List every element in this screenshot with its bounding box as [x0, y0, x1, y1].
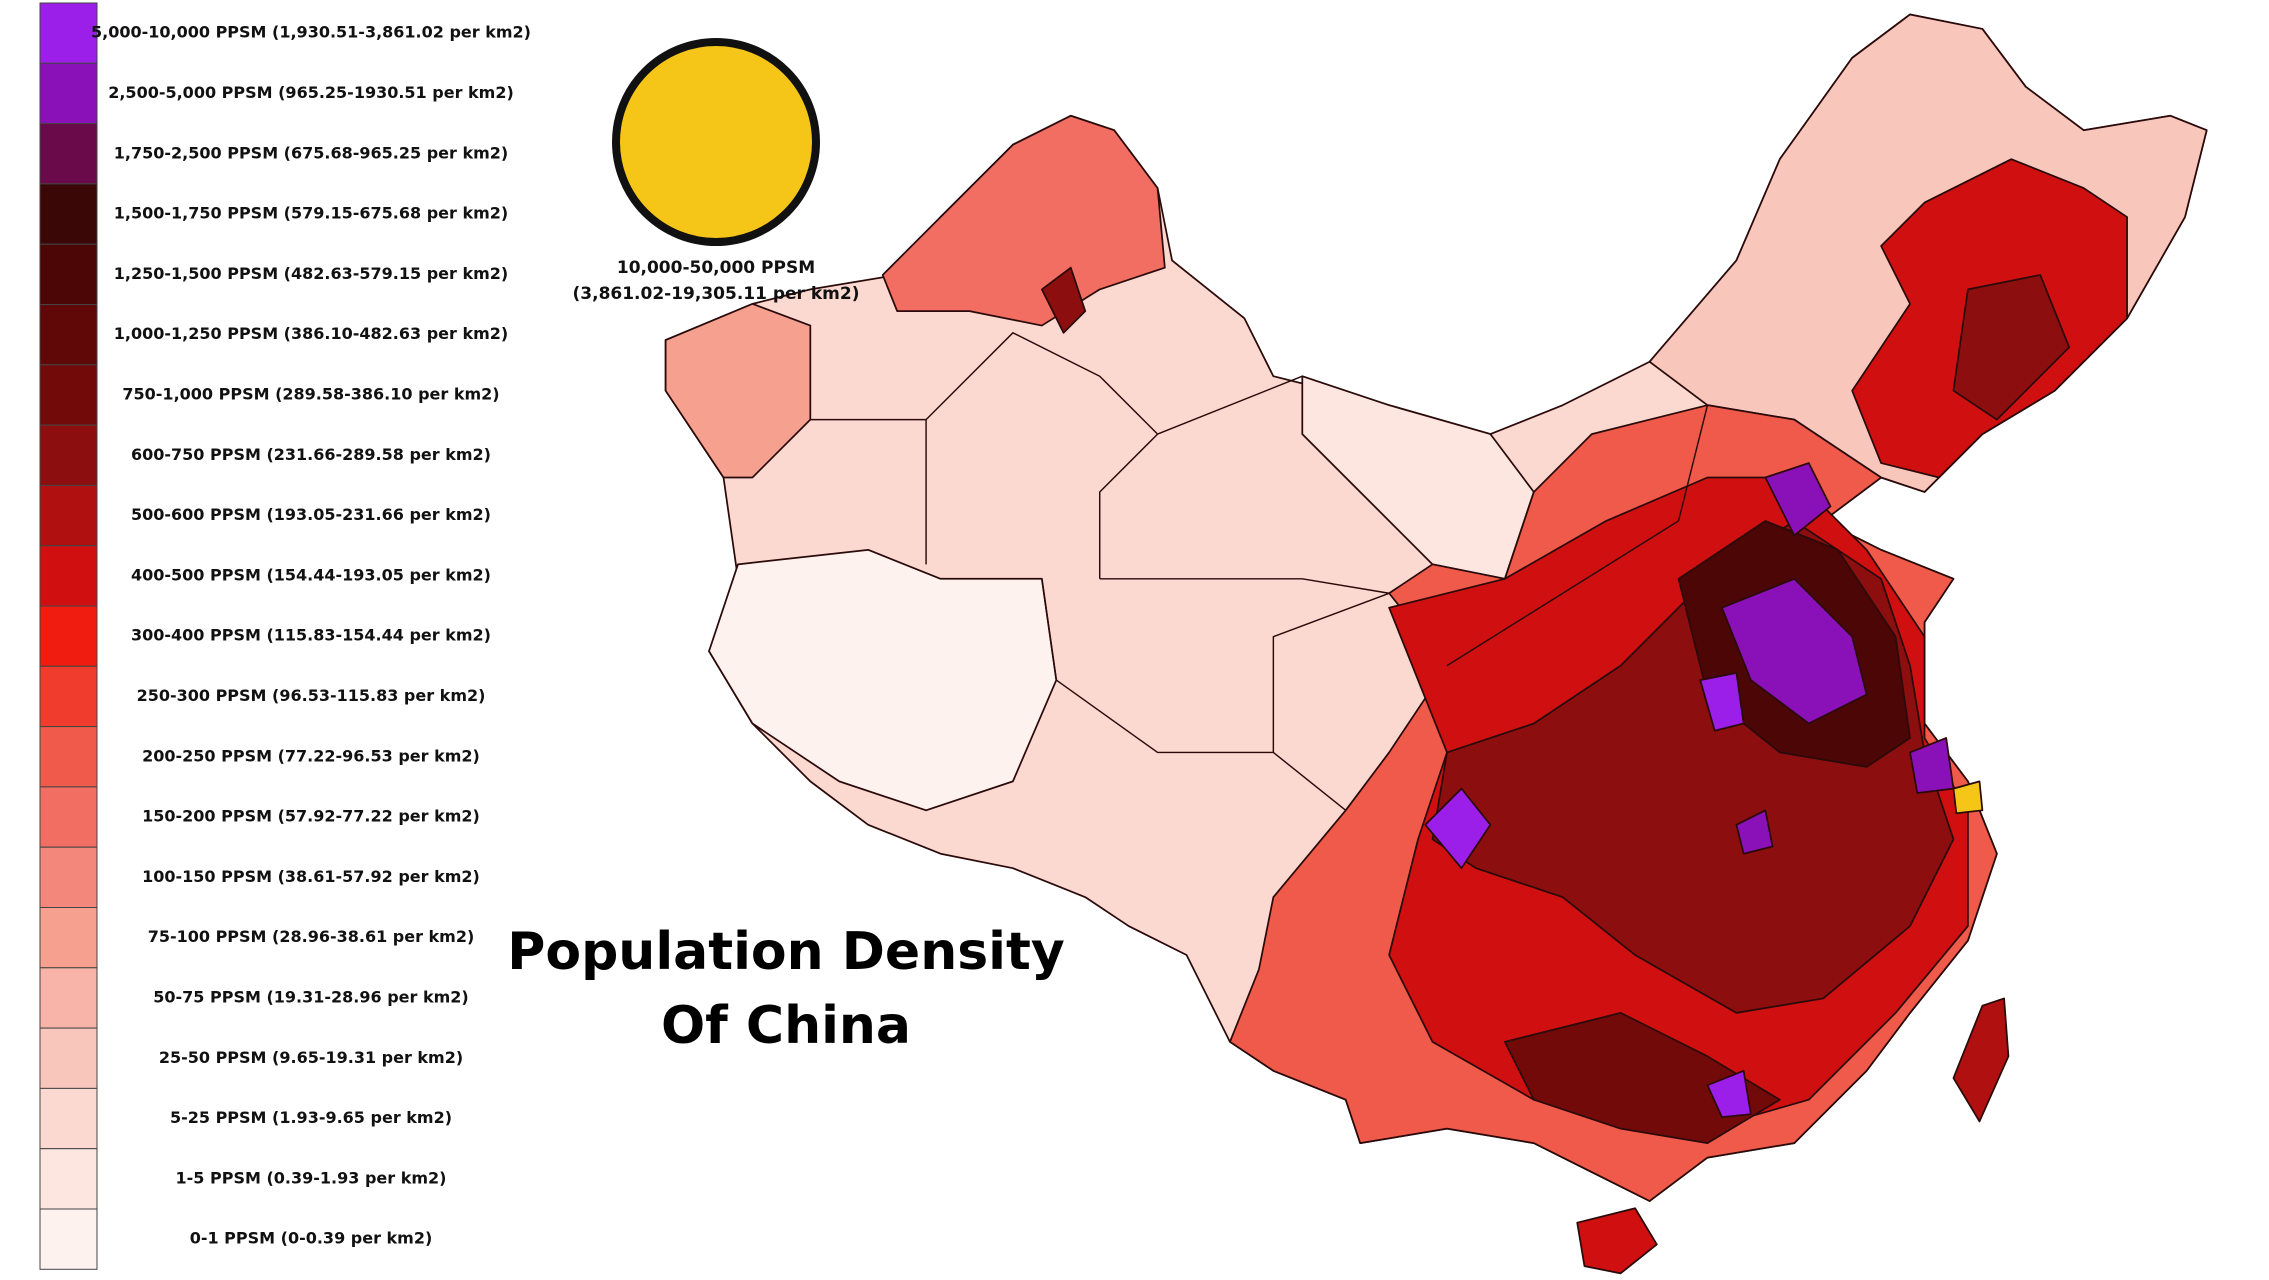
legend-label: 600-750 PPSM (231.66-289.58 per km2): [131, 445, 491, 464]
region: [1952, 780, 1984, 815]
legend-swatch: [39, 967, 98, 1029]
legend-label: 1,750-2,500 PPSM (675.68-965.25 per km2): [114, 143, 508, 162]
legend-label: 750-1,000 PPSM (289.58-386.10 per km2): [122, 384, 499, 403]
legend-label: 300-400 PPSM (115.83-154.44 per km2): [131, 626, 491, 645]
legend-swatch: [39, 605, 98, 667]
legend-swatch: [39, 2, 98, 64]
region: [1764, 462, 1832, 537]
legend-swatch: [39, 665, 98, 728]
legend-swatch: [39, 907, 98, 969]
legend-label: 1-5 PPSM (0.39-1.93 per km2): [176, 1168, 447, 1187]
region: [664, 303, 812, 479]
legend-swatch: [39, 846, 98, 909]
region: [1424, 787, 1492, 870]
legend-label: 1,000-1,250 PPSM (386.10-482.63 per km2): [114, 324, 508, 343]
legend-label: 1,250-1,500 PPSM (482.63-579.15 per km2): [114, 264, 508, 283]
legend-label: 0-1 PPSM (0-0.39 per km2): [190, 1229, 433, 1248]
legend-swatch: [39, 424, 98, 486]
legend-swatch: [39, 62, 98, 125]
legend-swatch: [39, 1087, 98, 1150]
region: [881, 114, 1166, 327]
legend-label: 75-100 PPSM (28.96-38.61 per km2): [148, 927, 475, 946]
province-borders: [810, 332, 1709, 811]
region: [1952, 997, 2010, 1123]
highlight-label: (3,861.02-19,305.11 per km2): [573, 284, 860, 304]
legend-label: 100-150 PPSM (38.61-57.92 per km2): [142, 867, 480, 886]
legend-label: 250-300 PPSM (96.53-115.83 per km2): [137, 686, 486, 705]
legend-swatch: [39, 1148, 98, 1210]
region: [1735, 809, 1774, 855]
legend-label: 150-200 PPSM (57.92-77.22 per km2): [142, 807, 480, 826]
legend-swatch: [39, 1208, 98, 1270]
china-map: [664, 13, 2208, 1275]
region: [1040, 266, 1087, 334]
legend-swatch: [39, 545, 98, 607]
map-title: Of China: [661, 996, 911, 1056]
highlight-marker: [612, 38, 820, 246]
legend-label: 5-25 PPSM (1.93-9.65 per km2): [170, 1108, 452, 1127]
border: [810, 332, 1709, 811]
region: [1504, 1012, 1781, 1144]
legend-swatch: [39, 1027, 98, 1089]
region: [1699, 671, 1745, 732]
region: [1952, 274, 2071, 421]
legend-label: 25-50 PPSM (9.65-19.31 per km2): [159, 1048, 463, 1067]
legend-swatch: [39, 123, 98, 185]
highlight-label: 10,000-50,000 PPSM: [617, 258, 815, 278]
legend-swatch: [39, 364, 98, 426]
region: [1706, 1069, 1752, 1118]
legend-swatch: [39, 304, 98, 366]
legend-swatch: [39, 183, 98, 245]
legend: 5,000-10,000 PPSM (1,930.51-3,861.02 per…: [39, 2, 531, 1270]
map-title: Population Density: [507, 922, 1065, 982]
region: [1721, 577, 1868, 725]
legend-swatch: [39, 243, 98, 305]
legend-label: 1,500-1,750 PPSM (579.15-675.68 per km2): [114, 204, 508, 223]
legend-label: 5,000-10,000 PPSM (1,930.51-3,861.02 per…: [91, 23, 531, 42]
legend-label: 500-600 PPSM (193.05-231.66 per km2): [131, 505, 491, 524]
region: [1576, 1207, 1658, 1275]
legend-label: 200-250 PPSM (77.22-96.53 per km2): [142, 746, 480, 765]
legend-label: 2,500-5,000 PPSM (965.25-1930.51 per km2…: [108, 83, 514, 102]
legend-label: 50-75 PPSM (19.31-28.96 per km2): [153, 987, 468, 1006]
legend-swatch: [39, 786, 98, 848]
region: [708, 548, 1058, 812]
legend-swatch: [39, 726, 98, 788]
legend-label: 400-500 PPSM (154.44-193.05 per km2): [131, 565, 491, 584]
legend-swatch: [39, 484, 98, 547]
